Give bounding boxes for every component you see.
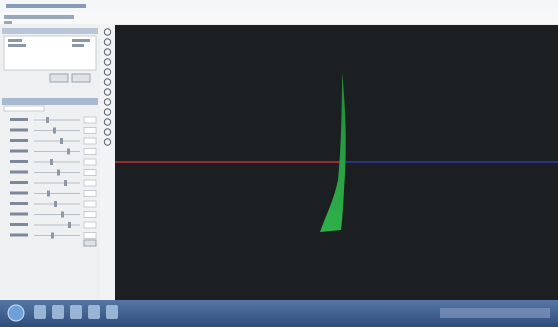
slider-thumb[interactable] <box>51 233 54 239</box>
button[interactable] <box>72 74 90 82</box>
dropdown[interactable] <box>4 106 44 111</box>
value-box[interactable] <box>84 180 96 186</box>
taskbar-icon[interactable] <box>34 305 46 319</box>
value-box[interactable] <box>84 233 96 239</box>
slider-thumb[interactable] <box>57 170 60 176</box>
screen <box>0 0 558 327</box>
label-blur <box>10 118 28 121</box>
value-box[interactable] <box>84 191 96 197</box>
label-blur <box>10 139 28 142</box>
label-blur <box>10 234 28 237</box>
slider-thumb[interactable] <box>47 191 50 197</box>
label-blur <box>10 171 28 174</box>
label-blur <box>10 213 28 216</box>
value-box[interactable] <box>84 149 96 155</box>
slider-thumb[interactable] <box>60 138 63 144</box>
slider-thumb[interactable] <box>61 212 64 218</box>
panel-header <box>2 98 98 105</box>
value-box[interactable] <box>84 222 96 228</box>
text-blur <box>8 44 26 47</box>
slider-thumb[interactable] <box>50 159 53 165</box>
value-box[interactable] <box>84 201 96 207</box>
menu-blur <box>4 21 12 24</box>
page: (() => { const data = JSON.parse(documen… <box>0 0 558 327</box>
slider-thumb[interactable] <box>54 201 57 207</box>
tray <box>440 308 550 318</box>
menu-blur <box>4 15 74 19</box>
label-blur <box>10 129 28 132</box>
label-blur <box>10 150 28 153</box>
label-blur <box>10 223 28 226</box>
taskbar-icon[interactable] <box>52 305 64 319</box>
slider-thumb[interactable] <box>46 117 49 123</box>
button[interactable] <box>84 240 96 246</box>
slider-thumb[interactable] <box>53 128 56 134</box>
menu-bar <box>0 12 558 24</box>
slider-thumb[interactable] <box>67 149 70 155</box>
slider-thumb[interactable] <box>68 222 71 228</box>
label-blur <box>10 202 28 205</box>
taskbar-icon[interactable] <box>70 305 82 319</box>
label-blur <box>10 181 28 184</box>
value-box[interactable] <box>84 128 96 134</box>
value-box[interactable] <box>84 117 96 123</box>
start-button[interactable] <box>8 305 24 321</box>
taskbar-icon[interactable] <box>106 305 118 319</box>
value-box[interactable] <box>84 138 96 144</box>
button[interactable] <box>50 74 68 82</box>
slider-thumb[interactable] <box>64 180 67 186</box>
panel-header <box>2 28 98 34</box>
text-blur <box>72 44 84 47</box>
value-box[interactable] <box>84 159 96 165</box>
taskbar-icon[interactable] <box>88 305 100 319</box>
label-blur <box>10 192 28 195</box>
value-box[interactable] <box>84 170 96 176</box>
text-blur <box>72 39 90 42</box>
title-text-blur <box>6 4 86 8</box>
label-blur <box>10 160 28 163</box>
text-blur <box>8 39 22 42</box>
value-box[interactable] <box>84 212 96 218</box>
